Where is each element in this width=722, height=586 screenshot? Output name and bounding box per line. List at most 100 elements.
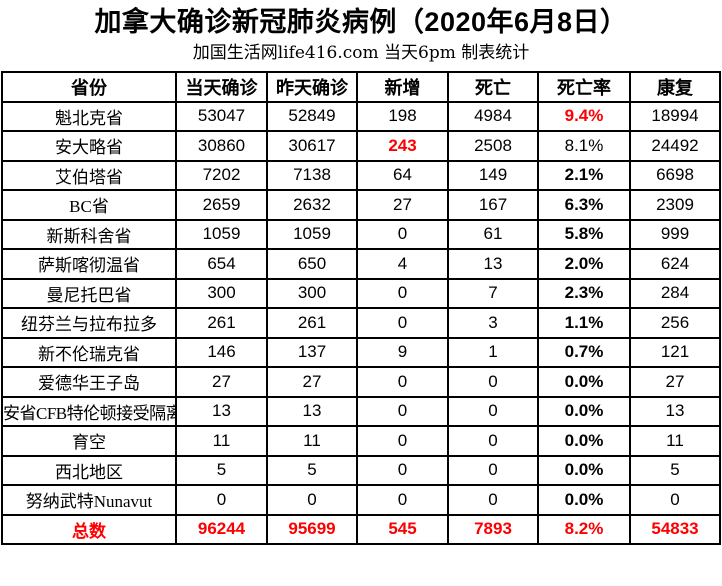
cell-today-confirmed: 261 (175, 307, 268, 339)
cell-today-confirmed: 11 (175, 425, 268, 457)
cell-total-new-cases: 545 (356, 513, 449, 545)
cell-deaths: 167 (447, 189, 539, 221)
cell-deaths: 7 (447, 277, 539, 309)
col-header-deaths: 死亡 (447, 71, 539, 103)
cell-recovered: 27 (629, 366, 721, 398)
cell-yesterday-confirmed: 27 (266, 366, 358, 398)
cell-death-rate: 9.4% (537, 100, 631, 132)
table-row-ontario: 安大略省 30860 30617 243 2508 8.1% 24492 (1, 130, 721, 162)
cell-recovered: 999 (629, 218, 721, 250)
cell-new-cases: 9 (356, 336, 449, 368)
cell-total-today-confirmed: 96244 (175, 513, 268, 545)
table-row-new-brunswick: 新不伦瑞克省 146 137 9 1 0.7% 121 (1, 336, 721, 368)
cell-yesterday-confirmed: 7138 (266, 159, 358, 191)
col-header-today-confirmed: 当天确诊 (175, 71, 268, 103)
cell-death-rate: 8.1% (537, 130, 631, 162)
table-row-yukon: 育空 11 11 0 0 0.0% 11 (1, 425, 721, 457)
cell-yesterday-confirmed: 52849 (266, 100, 358, 132)
cell-deaths: 3 (447, 307, 539, 339)
cell-recovered: 5 (629, 454, 721, 486)
cell-today-confirmed: 7202 (175, 159, 268, 191)
cell-new-cases: 0 (356, 454, 449, 486)
cell-deaths: 0 (447, 366, 539, 398)
cell-total-label: 总数 (1, 513, 177, 545)
cell-deaths: 2508 (447, 130, 539, 162)
cell-province: 安大略省 (1, 130, 177, 162)
cell-deaths: 0 (447, 425, 539, 457)
cell-deaths: 13 (447, 248, 539, 280)
cell-new-cases: 0 (356, 425, 449, 457)
cell-province: 爱德华王子岛 (1, 366, 177, 398)
cell-yesterday-confirmed: 5 (266, 454, 358, 486)
cell-recovered: 121 (629, 336, 721, 368)
cell-death-rate: 0.0% (537, 395, 631, 427)
cell-total-yesterday-confirmed: 95699 (266, 513, 358, 545)
cell-recovered: 13 (629, 395, 721, 427)
cell-recovered: 284 (629, 277, 721, 309)
cell-death-rate: 0.0% (537, 366, 631, 398)
cell-today-confirmed: 2659 (175, 189, 268, 221)
cell-new-cases: 0 (356, 218, 449, 250)
cell-province: 努纳武特Nunavut (1, 484, 177, 516)
cell-recovered: 2309 (629, 189, 721, 221)
cell-recovered: 256 (629, 307, 721, 339)
cell-death-rate: 0.0% (537, 425, 631, 457)
cell-new-cases: 64 (356, 159, 449, 191)
cell-deaths: 149 (447, 159, 539, 191)
cell-new-cases: 0 (356, 277, 449, 309)
cell-today-confirmed: 1059 (175, 218, 268, 250)
cell-new-cases: 198 (356, 100, 449, 132)
cell-province: 魁北克省 (1, 100, 177, 132)
cell-recovered: 18994 (629, 100, 721, 132)
cell-yesterday-confirmed: 137 (266, 336, 358, 368)
cell-total-death-rate: 8.2% (537, 513, 631, 545)
cell-deaths: 0 (447, 484, 539, 516)
cell-death-rate: 0.7% (537, 336, 631, 368)
cell-deaths: 0 (447, 454, 539, 486)
cell-province: 纽芬兰与拉布拉多 (1, 307, 177, 339)
table-row-manitoba: 曼尼托巴省 300 300 0 7 2.3% 284 (1, 277, 721, 309)
cell-province: 萨斯喀彻温省 (1, 248, 177, 280)
cell-today-confirmed: 146 (175, 336, 268, 368)
table-row-newfoundland: 纽芬兰与拉布拉多 261 261 0 3 1.1% 256 (1, 307, 721, 339)
cell-province: 新斯科舍省 (1, 218, 177, 250)
page-subtitle: 加国生活网life416.com 当天6pm 制表统计 (192, 43, 530, 63)
cell-yesterday-confirmed: 650 (266, 248, 358, 280)
cell-today-confirmed: 27 (175, 366, 268, 398)
cell-yesterday-confirmed: 13 (266, 395, 358, 427)
cell-deaths: 1 (447, 336, 539, 368)
cell-death-rate: 6.3% (537, 189, 631, 221)
cell-yesterday-confirmed: 11 (266, 425, 358, 457)
cell-death-rate: 1.1% (537, 307, 631, 339)
cell-today-confirmed: 300 (175, 277, 268, 309)
cell-province: BC省 (1, 189, 177, 221)
cell-province: 育空 (1, 425, 177, 457)
cell-today-confirmed: 654 (175, 248, 268, 280)
cell-recovered: 624 (629, 248, 721, 280)
cell-new-cases: 0 (356, 366, 449, 398)
cell-recovered: 6698 (629, 159, 721, 191)
cell-yesterday-confirmed: 1059 (266, 218, 358, 250)
cell-total-recovered: 54833 (629, 513, 721, 545)
cell-yesterday-confirmed: 30617 (266, 130, 358, 162)
cell-deaths: 0 (447, 395, 539, 427)
table-row-alberta: 艾伯塔省 7202 7138 64 149 2.1% 6698 (1, 159, 721, 191)
cell-province: 曼尼托巴省 (1, 277, 177, 309)
cell-recovered: 11 (629, 425, 721, 457)
table-row-saskatchewan: 萨斯喀彻温省 654 650 4 13 2.0% 624 (1, 248, 721, 280)
cell-recovered: 24492 (629, 130, 721, 162)
col-header-yesterday-confirmed: 昨天确诊 (266, 71, 358, 103)
cell-province: 安省CFB特伦顿接受隔离 (1, 395, 177, 427)
cell-new-cases: 4 (356, 248, 449, 280)
cell-death-rate: 0.0% (537, 484, 631, 516)
table-row-northwest-territories: 西北地区 5 5 0 0 0.0% 5 (1, 454, 721, 486)
cell-deaths: 61 (447, 218, 539, 250)
cell-death-rate: 0.0% (537, 454, 631, 486)
table-row-totals: 总数 96244 95699 545 7893 8.2% 54833 (1, 513, 721, 545)
cell-new-cases: 243 (356, 130, 449, 162)
cell-yesterday-confirmed: 0 (266, 484, 358, 516)
col-header-recovered: 康复 (629, 71, 721, 103)
cell-today-confirmed: 13 (175, 395, 268, 427)
cell-today-confirmed: 5 (175, 454, 268, 486)
cell-deaths: 4984 (447, 100, 539, 132)
